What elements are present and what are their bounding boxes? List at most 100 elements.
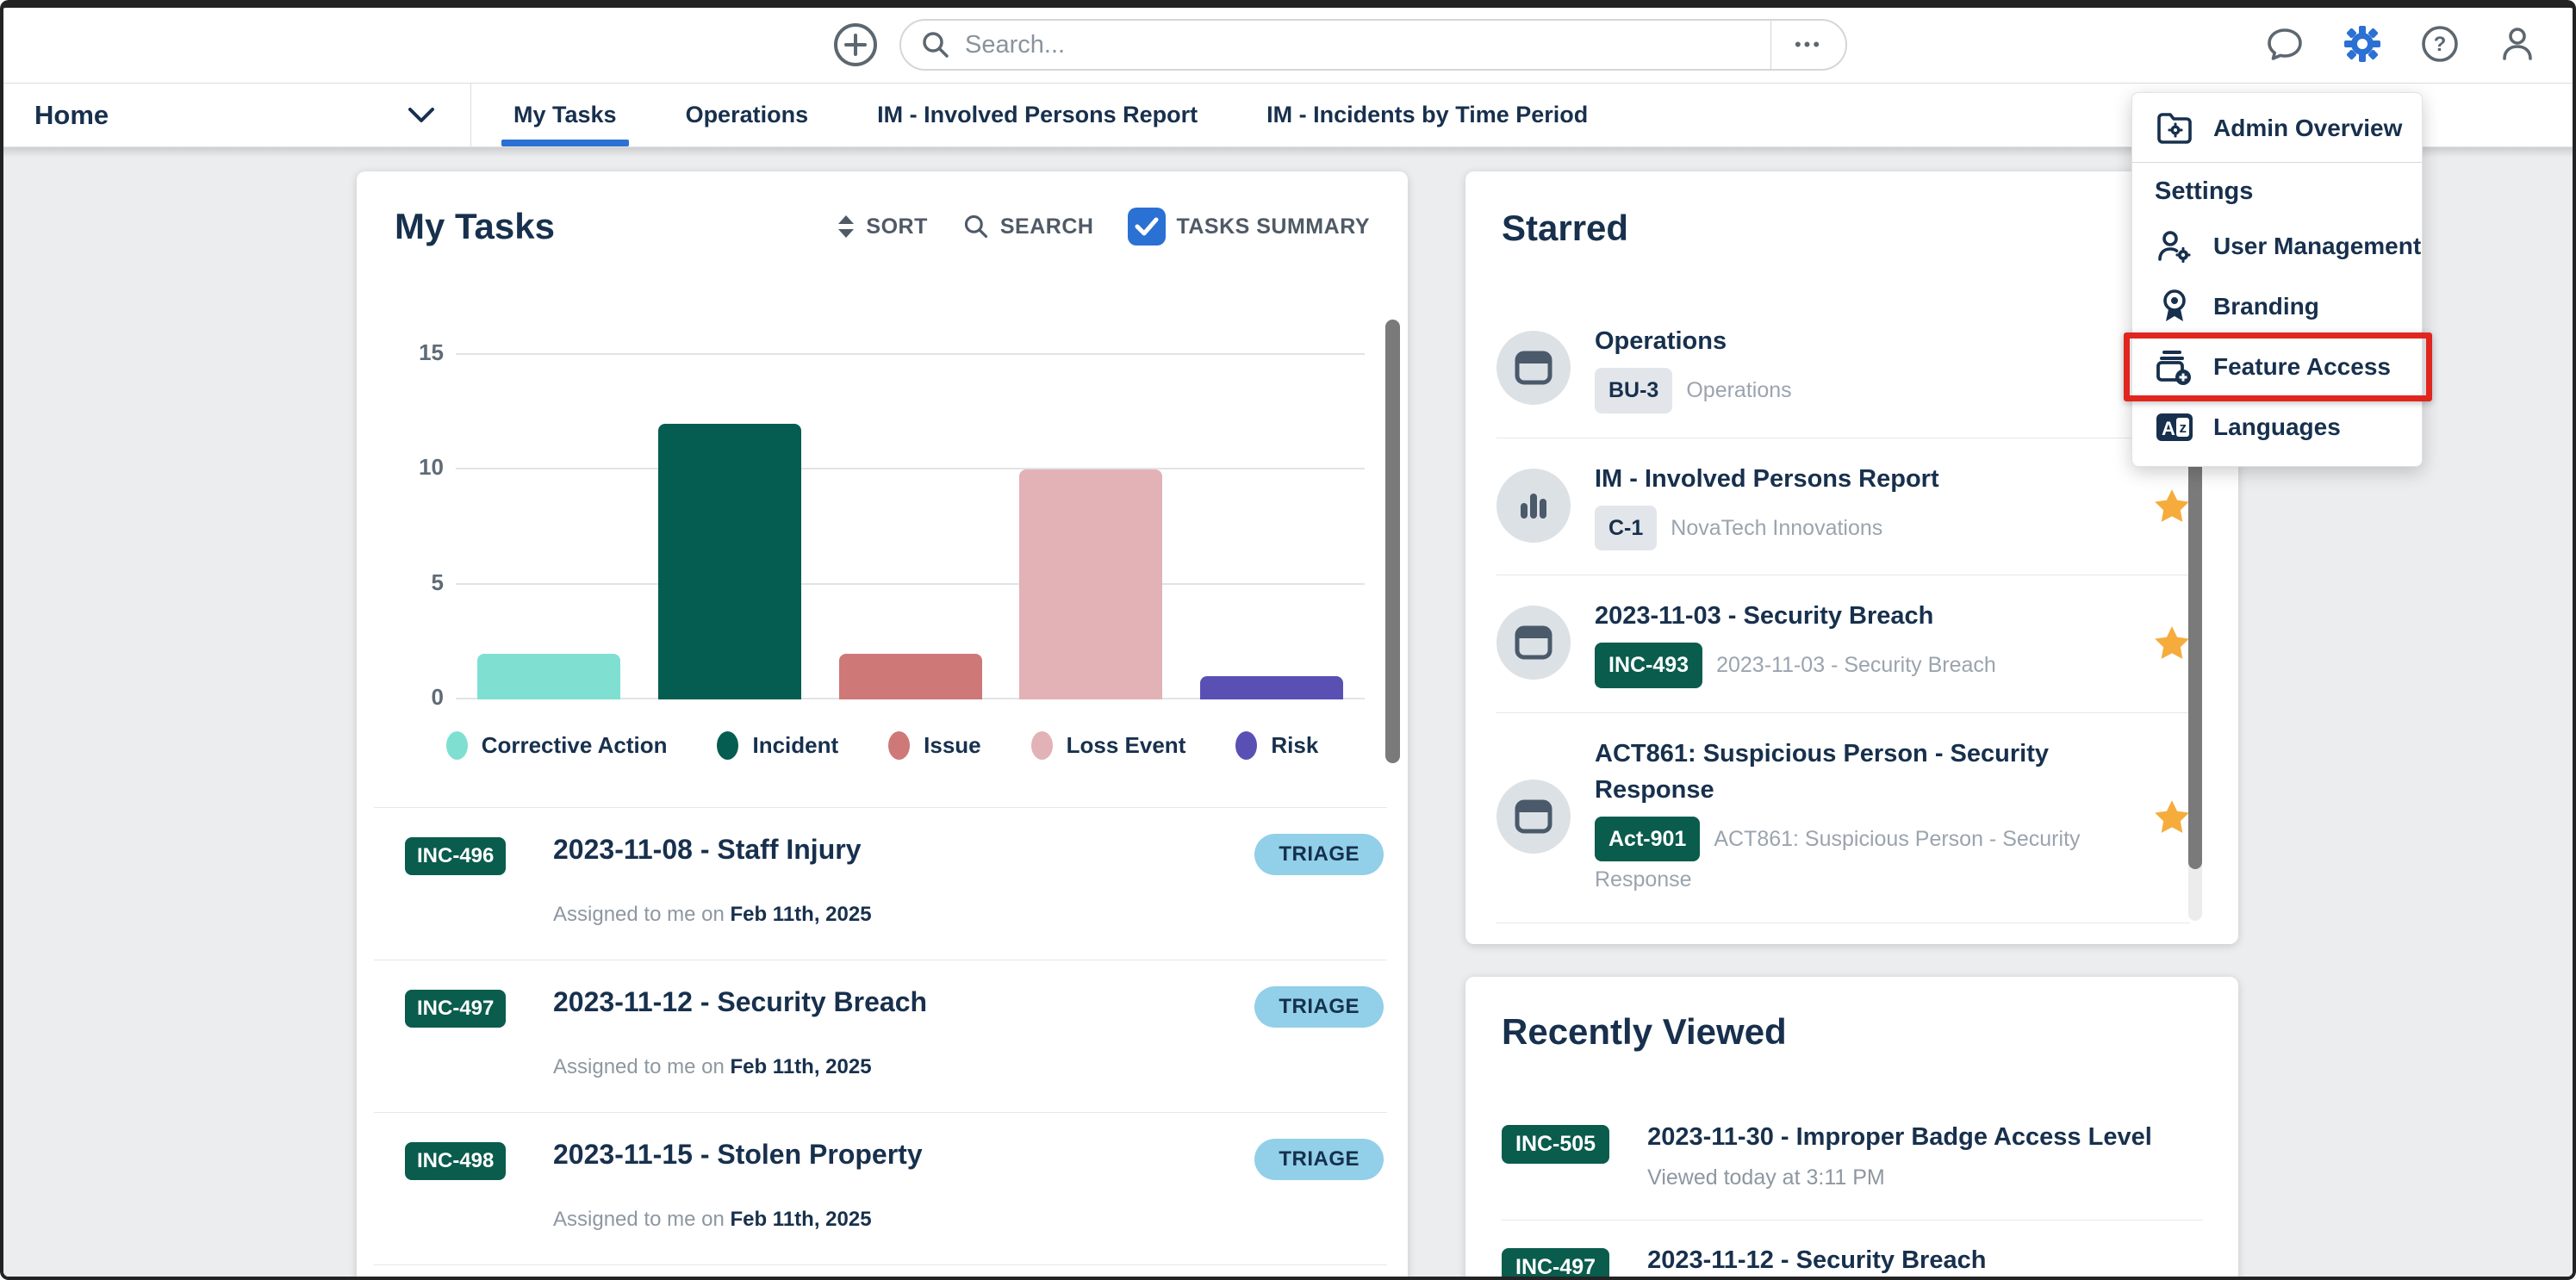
search-tasks-button[interactable]: SEARCH (962, 213, 1094, 240)
dashboard-tabs: My Tasks Operations IM - Involved Person… (501, 84, 1589, 146)
star-icon[interactable] (2154, 488, 2190, 524)
task-list: INC-496 2023-11-08 - Staff Injury TRIAGE… (374, 807, 1387, 1277)
search-options-button[interactable]: ••• (1770, 21, 1845, 69)
menu-item-label: User Management (2213, 233, 2422, 259)
profile-button[interactable] (2497, 23, 2538, 65)
bar-risk[interactable] (1200, 676, 1343, 699)
search-icon (964, 214, 987, 239)
bar-issue[interactable] (838, 654, 982, 699)
task-title: 2023-11-12 - Security Breach (553, 986, 928, 1017)
bar-loss-event[interactable] (1019, 469, 1163, 699)
menu-item-user-management[interactable]: User Management (2132, 216, 2422, 277)
task-row[interactable]: INC-498 2023-11-15 - Stolen Property TRI… (374, 1112, 1387, 1264)
task-row[interactable]: INC-499 2023-11-17 - Security Breach TRI… (374, 1264, 1387, 1277)
sort-icon (838, 215, 855, 238)
item-subtitle: 2023-11-03 - Security Breach (1716, 653, 1996, 678)
task-row[interactable]: INC-496 2023-11-08 - Staff Injury TRIAGE… (374, 807, 1387, 960)
tasks-summary-toggle[interactable]: TASKS SUMMARY (1128, 208, 1370, 245)
legend-swatch (1235, 731, 1258, 760)
starred-item-title: Operations (1595, 327, 1727, 355)
starred-row-act861[interactable]: ACT861: Suspicious Person - Security Res… (1496, 713, 2190, 923)
legend-risk[interactable]: Risk (1235, 731, 1318, 760)
task-id-badge: INC-498 (405, 1142, 507, 1180)
chart-legend: Corrective Action Incident Issue Loss Ev… (357, 731, 1408, 760)
tab-incidents-by-time-period[interactable]: IM - Incidents by Time Period (1266, 102, 1589, 127)
home-label: Home (34, 99, 109, 130)
star-icon[interactable] (2154, 798, 2190, 835)
star-icon[interactable] (2154, 624, 2190, 661)
bar-corrective-action[interactable] (477, 654, 620, 699)
legend-swatch (1030, 731, 1053, 760)
starred-card: Starred Operations BU-3 Operations (1465, 171, 2238, 944)
starred-row-security-breach[interactable]: 2023-11-03 - Security Breach INC-493 2023… (1496, 575, 2190, 713)
svg-text:A: A (2162, 418, 2175, 439)
item-id-badge: BU-3 (1595, 368, 1673, 413)
my-tasks-header: My Tasks SORT SEARCH (395, 206, 1370, 247)
search-input[interactable] (963, 29, 1770, 60)
main-content: My Tasks SORT SEARCH (3, 147, 2573, 1277)
badge-award-icon (2155, 289, 2194, 325)
status-badge: TRIAGE (1254, 1139, 1384, 1180)
task-assigned-meta: Assigned to me on Feb 11th, 2025 (553, 903, 872, 926)
status-badge: TRIAGE (1254, 986, 1384, 1028)
question-circle-icon: ? (2422, 26, 2458, 62)
legend-corrective-action[interactable]: Corrective Action (445, 731, 667, 760)
legend-loss-event[interactable]: Loss Event (1030, 731, 1185, 760)
recently-viewed-list: INC-505 2023-11-30 - Improper Badge Acce… (1502, 1097, 2202, 1277)
legend-issue[interactable]: Issue (888, 731, 981, 760)
menu-item-branding[interactable]: Branding (2132, 277, 2422, 337)
scrollbar-thumb[interactable] (2188, 440, 2202, 869)
avatar (1496, 468, 1571, 543)
bar-incident[interactable] (657, 424, 801, 699)
avatar (1496, 780, 1571, 854)
item-subtitle: ACT861: Suspicious Person - Security Res… (1595, 826, 2081, 892)
help-button[interactable]: ? (2419, 23, 2461, 65)
create-new-button[interactable] (832, 22, 879, 68)
starred-row-operations[interactable]: Operations BU-3 Operations (1496, 301, 2190, 438)
legend-incident[interactable]: Incident (717, 731, 838, 760)
chevron-down-icon[interactable] (407, 106, 436, 125)
window-icon (1515, 351, 1552, 385)
tasks-summary-checkbox[interactable] (1128, 208, 1167, 245)
starred-item-title: IM - Involved Persons Report (1595, 464, 1939, 493)
grid-line: 10 (419, 454, 1365, 480)
status-badge: TRIAGE (1254, 834, 1384, 875)
admin-folder-icon (2155, 112, 2194, 145)
sort-button[interactable]: SORT (837, 214, 927, 239)
top-right-icons: ? (2264, 23, 2538, 65)
bar-group (477, 355, 1343, 699)
menu-section-settings: Settings (2155, 177, 2254, 205)
tab-operations[interactable]: Operations (685, 102, 809, 127)
task-row[interactable]: INC-497 2023-11-12 - Security Breach TRI… (374, 960, 1387, 1112)
item-subtitle: Operations (1686, 378, 1792, 403)
search-icon (920, 29, 951, 60)
home-selector[interactable]: Home (34, 84, 109, 146)
legend-swatch (888, 731, 911, 760)
starred-item-title: 2023-11-03 - Security Breach (1595, 602, 1934, 631)
menu-item-feature-access[interactable]: Feature Access (2124, 332, 2432, 401)
item-id-badge: INC-505 (1502, 1125, 1610, 1164)
settings-button[interactable] (2342, 23, 2383, 65)
starred-row-incidents-by-time[interactable]: IM - Incidents by Time Period (1496, 923, 2190, 944)
starred-row-involved-persons[interactable]: IM - Involved Persons Report C-1 NovaTech… (1496, 438, 2190, 576)
recent-row[interactable]: INC-497 2023-11-12 - Security Breach Vie… (1502, 1221, 2202, 1277)
menu-item-admin-overview[interactable]: Admin Overview (2132, 98, 2422, 158)
tab-involved-persons-report[interactable]: IM - Involved Persons Report (877, 102, 1198, 127)
legend-swatch (717, 731, 739, 760)
menu-item-label: Languages (2213, 413, 2341, 440)
menu-item-label: Branding (2213, 293, 2319, 320)
item-id-badge: INC-493 (1595, 643, 1703, 688)
menu-item-label: Admin Overview (2213, 115, 2403, 141)
scrollbar-thumb[interactable] (1385, 320, 1400, 763)
recently-viewed-title: Recently Viewed (1502, 1011, 1787, 1052)
tab-my-tasks[interactable]: My Tasks (501, 84, 629, 146)
menu-item-languages[interactable]: A z Languages (2132, 397, 2422, 457)
starred-item-title: ACT861: Suspicious Person - Security Res… (1595, 739, 2049, 804)
gear-icon (2344, 26, 2380, 62)
person-icon (2503, 28, 2532, 60)
chat-button[interactable] (2264, 23, 2305, 65)
recently-viewed-card: Recently Viewed INC-505 2023-11-30 - Imp… (1465, 977, 2238, 1277)
grid-line: 15 (419, 339, 1365, 365)
recent-row[interactable]: INC-505 2023-11-30 - Improper Badge Acce… (1502, 1097, 2202, 1221)
admin-dropdown-menu: Admin Overview Settings (2124, 92, 2432, 467)
